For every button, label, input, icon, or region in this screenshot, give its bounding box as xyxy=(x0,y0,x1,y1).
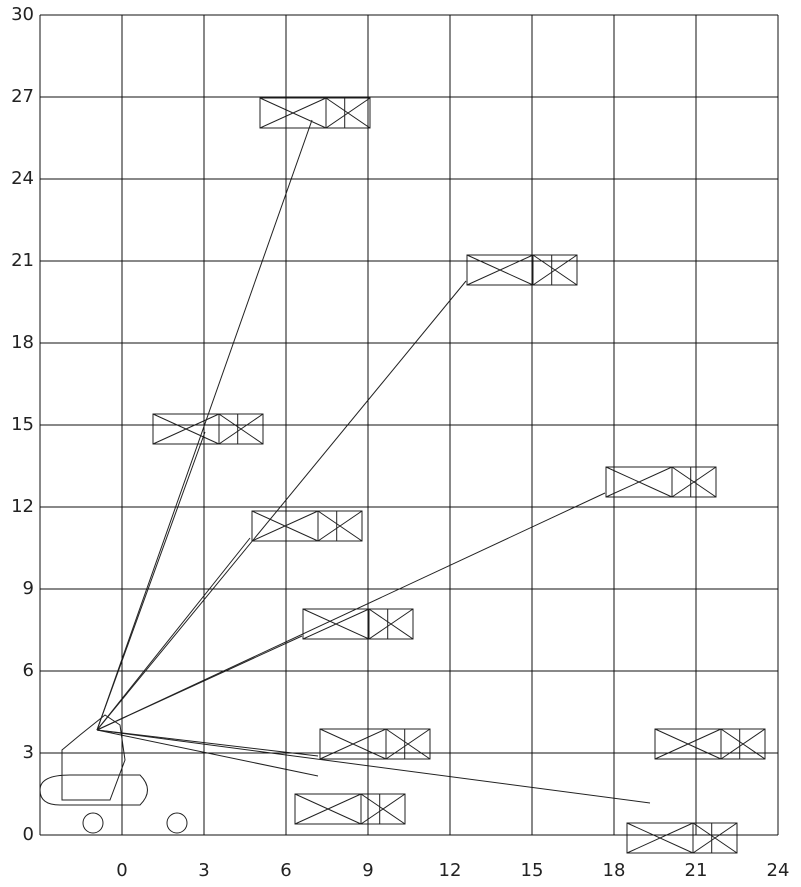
load-cross xyxy=(152,413,264,445)
boom-line xyxy=(96,729,319,757)
x-tick-label: 9 xyxy=(362,860,373,881)
load-cross xyxy=(654,728,766,760)
boom-line xyxy=(96,280,467,731)
crane-body xyxy=(39,714,148,806)
load-cross xyxy=(302,608,414,640)
load-cross xyxy=(259,97,371,129)
load-cross xyxy=(626,822,738,854)
load-cross xyxy=(294,793,406,825)
boom-line xyxy=(96,729,651,804)
wheel xyxy=(166,812,188,834)
crane-drawing xyxy=(39,97,766,854)
y-tick-label: 21 xyxy=(11,250,34,271)
wheel xyxy=(82,812,104,834)
x-tick-label: 6 xyxy=(280,860,291,881)
x-tick-label: 21 xyxy=(685,860,708,881)
y-tick-label: 18 xyxy=(11,332,34,353)
load-cross xyxy=(466,254,578,286)
y-tick-label: 0 xyxy=(23,824,34,845)
x-tick-label: 24 xyxy=(767,860,790,881)
load-cross xyxy=(251,510,363,542)
y-tick-label: 12 xyxy=(11,496,34,517)
boom-line xyxy=(96,431,206,731)
load-cross xyxy=(605,466,717,498)
y-tick-label: 3 xyxy=(23,742,34,763)
y-tick-label: 30 xyxy=(11,4,34,25)
x-tick-label: 18 xyxy=(603,860,626,881)
y-tick-label: 6 xyxy=(23,660,34,681)
boom-line xyxy=(96,537,251,731)
y-tick-label: 15 xyxy=(11,414,34,435)
x-tick-label: 12 xyxy=(439,860,462,881)
x-tick-label: 3 xyxy=(198,860,209,881)
load-cross xyxy=(319,728,431,760)
y-tick-label: 27 xyxy=(11,86,34,107)
boom-line xyxy=(96,492,606,731)
y-tick-label: 9 xyxy=(23,578,34,599)
x-tick-label: 15 xyxy=(521,860,544,881)
x-tick-label: 0 xyxy=(116,860,127,881)
boom-line xyxy=(96,635,303,731)
y-tick-label: 24 xyxy=(11,168,34,189)
